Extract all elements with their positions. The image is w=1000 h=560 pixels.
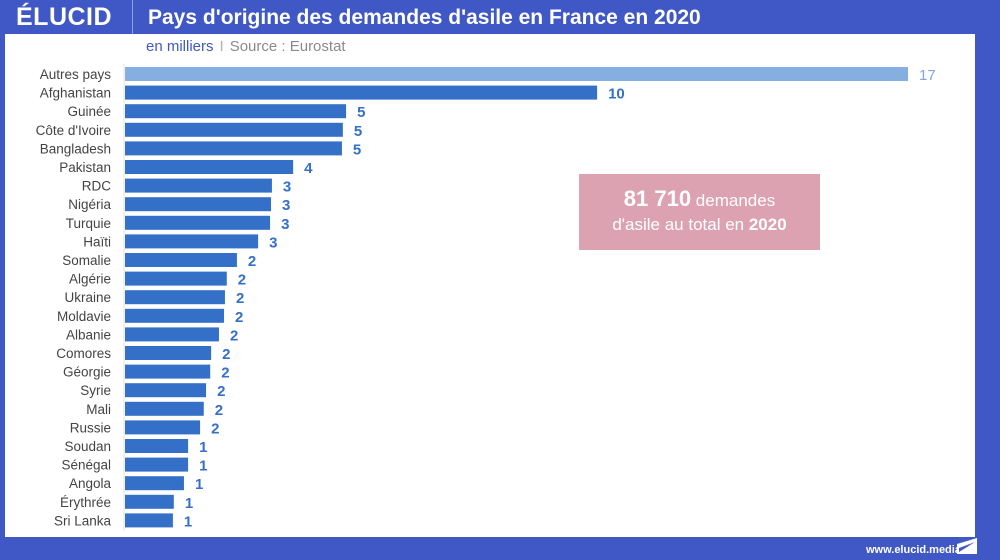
callout-year: 2020 bbox=[748, 215, 787, 234]
elucid-flag-icon bbox=[957, 538, 977, 554]
category-label: Turquie bbox=[66, 216, 111, 231]
category-label: Érythrée bbox=[60, 495, 111, 510]
total-callout: 81 710 demandes d'asile au total en 2020 bbox=[579, 174, 820, 250]
value-label: 3 bbox=[282, 197, 290, 214]
website-link[interactable]: www.elucid.media bbox=[866, 544, 961, 556]
callout-line2: d'asile au total en bbox=[612, 215, 749, 234]
value-label: 1 bbox=[185, 495, 193, 512]
bar-afghanistan bbox=[125, 85, 598, 100]
bar-c-te-d-ivoire bbox=[125, 122, 343, 137]
value-label: 2 bbox=[230, 327, 238, 344]
category-label: Algérie bbox=[69, 272, 111, 287]
value-label: 1 bbox=[195, 476, 203, 493]
callout-line1: demandes bbox=[691, 191, 776, 210]
value-label: 1 bbox=[199, 439, 207, 456]
subtitle-separator: I bbox=[219, 38, 224, 55]
bar-somalie bbox=[125, 253, 237, 267]
bar-pakistan bbox=[125, 160, 294, 174]
logo-divider bbox=[132, 0, 133, 34]
category-label: Bangladesh bbox=[40, 141, 111, 156]
bar--rythr-e bbox=[125, 494, 174, 509]
category-label: Soudan bbox=[64, 439, 111, 454]
value-label: 17 bbox=[919, 67, 936, 84]
category-label: Sri Lanka bbox=[54, 513, 112, 528]
bar-autres-pays bbox=[125, 67, 908, 81]
bar-albanie bbox=[125, 327, 219, 342]
category-label: Syrie bbox=[80, 383, 111, 398]
bar-s-n-gal bbox=[125, 457, 189, 472]
bar-ukraine bbox=[125, 290, 225, 305]
bar-nig-ria bbox=[125, 197, 272, 212]
category-label: Mali bbox=[86, 402, 111, 417]
value-label: 2 bbox=[217, 383, 225, 400]
value-label: 2 bbox=[236, 290, 244, 307]
value-label: 2 bbox=[248, 253, 256, 270]
category-label: Nigéria bbox=[68, 197, 111, 212]
category-label: RDC bbox=[82, 179, 111, 194]
category-label: Albanie bbox=[66, 327, 111, 342]
category-label: Pakistan bbox=[59, 160, 111, 175]
category-label: Somalie bbox=[62, 253, 111, 268]
category-label: Comores bbox=[56, 346, 111, 361]
unit-label: en milliers bbox=[146, 38, 214, 55]
bar-sri-lanka bbox=[125, 513, 173, 528]
value-label: 2 bbox=[215, 402, 223, 419]
value-label: 2 bbox=[222, 346, 230, 363]
bar-ha-ti bbox=[125, 234, 259, 249]
category-label: Sénégal bbox=[61, 458, 111, 473]
value-label: 2 bbox=[238, 272, 246, 289]
bar-angola bbox=[125, 476, 184, 491]
category-label: Ukraine bbox=[64, 290, 111, 305]
value-label: 2 bbox=[211, 420, 219, 437]
header-bar: ÉLUCID Pays d'origine des demandes d'asi… bbox=[0, 0, 1000, 34]
value-label: 2 bbox=[221, 365, 229, 382]
bar-g-orgie bbox=[125, 364, 211, 379]
bar-soudan bbox=[125, 439, 189, 453]
bar-russie bbox=[125, 420, 201, 435]
bar-guin-e bbox=[125, 104, 347, 119]
category-label: Guinée bbox=[67, 104, 111, 119]
value-label: 4 bbox=[304, 160, 313, 177]
chart-title: Pays d'origine des demandes d'asile en F… bbox=[148, 6, 701, 29]
total-value: 81 710 bbox=[623, 186, 692, 211]
value-label: 3 bbox=[281, 216, 289, 233]
bar-syrie bbox=[125, 383, 207, 398]
category-label: Angola bbox=[69, 476, 112, 491]
bar-mali bbox=[125, 401, 204, 416]
chart-subtitle: en milliers I Source : Eurostat bbox=[146, 38, 346, 56]
value-label: 1 bbox=[184, 513, 192, 530]
bar-rdc bbox=[125, 178, 272, 193]
category-label: Côte d'Ivoire bbox=[36, 123, 111, 138]
bar-turquie bbox=[125, 215, 271, 230]
value-label: 5 bbox=[353, 141, 361, 158]
category-label: Haïti bbox=[83, 234, 111, 249]
bar-alg-rie bbox=[125, 271, 227, 286]
category-label: Russie bbox=[70, 420, 111, 435]
category-label: Afghanistan bbox=[40, 86, 111, 101]
value-label: 3 bbox=[269, 234, 277, 251]
category-label: Moldavie bbox=[57, 309, 111, 324]
value-label: 1 bbox=[199, 458, 207, 475]
source-label: Source : Eurostat bbox=[229, 38, 346, 55]
elucid-logo: ÉLUCID bbox=[16, 3, 113, 31]
category-label: Géorgie bbox=[63, 365, 111, 380]
value-label: 5 bbox=[357, 104, 365, 121]
value-label: 5 bbox=[354, 123, 362, 140]
bar-bangladesh bbox=[125, 141, 342, 156]
value-label: 3 bbox=[283, 179, 291, 196]
bar-moldavie bbox=[125, 308, 225, 323]
value-label: 2 bbox=[235, 309, 243, 326]
value-label: 10 bbox=[608, 86, 625, 103]
bar-comores bbox=[125, 346, 212, 360]
category-label: Autres pays bbox=[40, 67, 112, 82]
